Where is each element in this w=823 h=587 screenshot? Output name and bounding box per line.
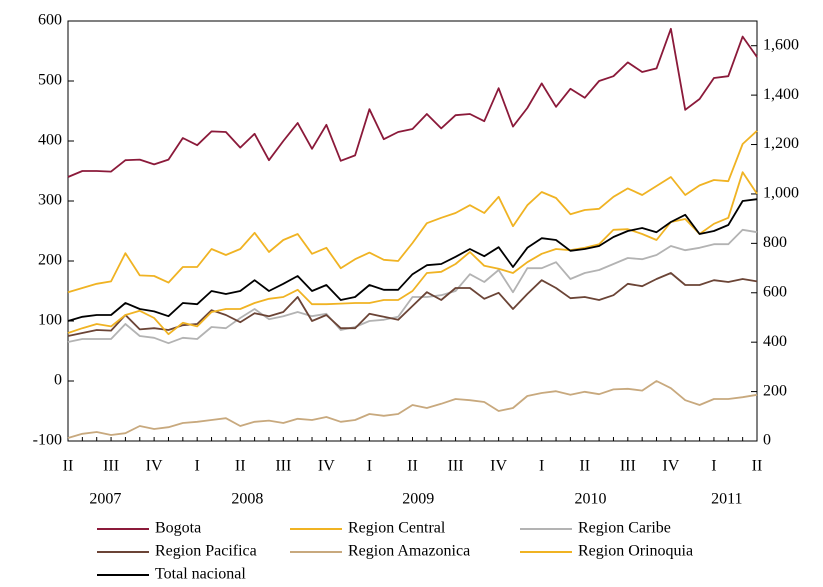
y2-tick-label: 200	[763, 382, 787, 399]
y-tick-label: 400	[38, 132, 62, 149]
series-line	[67, 130, 758, 294]
x-tick-label: III	[275, 458, 291, 475]
x-tick-label: II	[235, 458, 246, 475]
year-label: 2007	[89, 491, 121, 508]
y2-tick-label: 600	[763, 283, 787, 300]
y-tick-label: 600	[38, 12, 62, 29]
series-line	[67, 380, 758, 439]
x-tick-label: II	[63, 458, 74, 475]
x-tick-label: III	[103, 458, 119, 475]
legend-label: Region Orinoquia	[578, 543, 693, 560]
y-tick-label: -100	[33, 432, 62, 449]
series-line	[67, 27, 758, 178]
x-tick-label: III	[448, 458, 464, 475]
x-tick-label: IV	[662, 458, 679, 475]
year-label: 2009	[402, 491, 434, 508]
legend-label: Region Central	[348, 520, 446, 537]
x-tick-label: II	[752, 458, 763, 475]
y2-tick-label: 1,400	[763, 86, 799, 103]
y-tick-label: 200	[38, 252, 62, 269]
x-tick-label: IV	[318, 458, 335, 475]
year-label: 2008	[231, 491, 263, 508]
x-tick-label: I	[711, 458, 716, 475]
y2-tick-label: 1,000	[763, 185, 799, 202]
series-line	[67, 228, 758, 345]
legend-label: Total nacional	[155, 566, 246, 582]
legend-label: Bogota	[155, 520, 201, 537]
y2-tick-label: 400	[763, 333, 787, 350]
y-tick-label: 500	[38, 72, 62, 89]
series-line	[67, 272, 758, 337]
x-tick-label: I	[539, 458, 544, 475]
x-tick-label: IV	[146, 458, 163, 475]
y-tick-label: 0	[54, 372, 62, 389]
legend-label: Region Caribe	[578, 520, 671, 537]
y2-tick-label: 1,200	[763, 135, 799, 152]
x-tick-label: III	[620, 458, 636, 475]
y2-tick-label: 800	[763, 234, 787, 251]
year-label: 2010	[574, 491, 606, 508]
y2-tick-label: 0	[763, 432, 771, 449]
legend-label: Region Amazonica	[348, 543, 470, 560]
x-tick-label: I	[367, 458, 372, 475]
legend-label: Region Pacifica	[155, 543, 257, 560]
x-tick-label: I	[195, 458, 200, 475]
y-tick-label: 100	[38, 312, 62, 329]
x-tick-label: IV	[490, 458, 507, 475]
year-label: 2011	[711, 491, 742, 508]
series-line	[67, 198, 758, 322]
series-line	[67, 171, 758, 336]
y2-tick-label: 1,600	[763, 36, 799, 53]
y-tick-label: 300	[38, 192, 62, 209]
x-tick-label: II	[407, 458, 418, 475]
x-tick-label: II	[579, 458, 590, 475]
